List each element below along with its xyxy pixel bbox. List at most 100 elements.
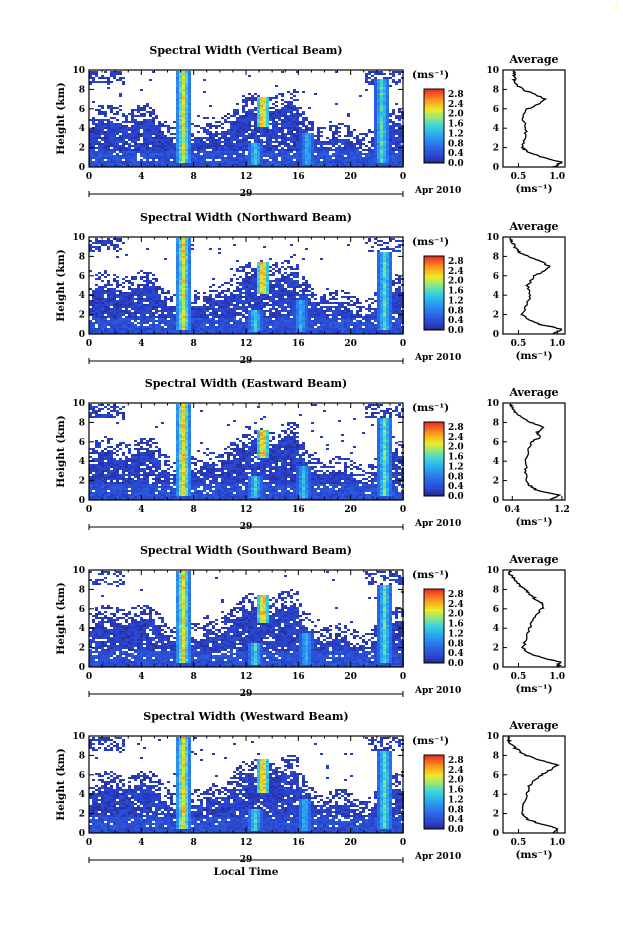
heatmap-cell: [182, 258, 185, 260]
heatmap-cell: [281, 141, 284, 143]
heatmap-cell: [218, 143, 221, 145]
heatmap-cell: [284, 123, 287, 125]
heatmap-cell: [110, 308, 113, 310]
heatmap-cell: [104, 286, 107, 288]
heatmap-cell: [164, 322, 167, 324]
heatmap-cell: [275, 286, 278, 288]
heatmap-cell: [341, 161, 344, 163]
heatmap-cell: [179, 141, 182, 143]
heatmap-cell: [323, 322, 326, 324]
heatmap-cell: [374, 161, 377, 163]
heatmap-cell: [356, 149, 359, 151]
heatmap-cell: [272, 332, 275, 334]
heatmap-cell: [155, 288, 158, 290]
heatmap-cell: [131, 153, 134, 155]
heatmap-cell: [176, 123, 179, 125]
heatmap-cell: [200, 324, 203, 326]
heatmap-cell: [92, 310, 95, 312]
heatmap-cell: [101, 298, 104, 300]
heatmap-cell: [335, 157, 338, 159]
heatmap-cell: [146, 316, 149, 318]
heatmap-cell: [308, 159, 311, 161]
heatmap-cell: [95, 151, 98, 153]
heatmap-cell: [146, 292, 149, 294]
heatmap-cell: [275, 139, 278, 141]
heatmap-cell: [299, 115, 302, 117]
heatmap-cell: [182, 99, 185, 101]
heatmap-cell: [266, 163, 269, 165]
heatmap-cell: [176, 288, 179, 290]
heatmap-cell: [182, 145, 185, 147]
heatmap-cell: [185, 91, 188, 93]
heatmap-cell: [251, 292, 254, 294]
heatmap-cell: [161, 147, 164, 149]
heatmap-cell: [269, 151, 272, 153]
heatmap-cell: [236, 147, 239, 149]
heatmap-cell: [341, 157, 344, 159]
heatmap-cell: [155, 141, 158, 143]
heatmap-cell: [89, 135, 92, 137]
heatmap-cell: [221, 131, 224, 133]
heatmap-cell: [302, 326, 305, 328]
heatmap-cell: [101, 290, 104, 292]
heatmap-cell: [110, 123, 113, 125]
heatmap-cell: [302, 310, 305, 312]
heatmap-cell: [395, 71, 398, 73]
heatmap-cell: [161, 161, 164, 163]
heatmap-cell: [149, 294, 152, 296]
heatmap-cell: [275, 109, 278, 111]
heatmap-cell: [377, 163, 380, 165]
heatmap-cell: [233, 149, 236, 151]
heatmap-cell: [374, 111, 377, 113]
heatmap-cell: [239, 312, 242, 314]
heatmap-cell: [119, 125, 122, 127]
heatmap-cell: [272, 294, 275, 296]
heatmap-cell: [257, 97, 260, 99]
heatmap-cell: [101, 157, 104, 159]
heatmap-cell: [215, 133, 218, 135]
heatmap-cell: [290, 310, 293, 312]
heatmap-cell: [338, 123, 341, 125]
heatmap-cell: [122, 163, 125, 165]
heatmap-cell: [248, 125, 251, 127]
heatmap-cell: [155, 294, 158, 296]
heatmap-cell: [152, 288, 155, 290]
heatmap-cell: [287, 274, 290, 276]
heatmap-cell: [164, 300, 167, 302]
heatmap-cell: [215, 161, 218, 163]
heatmap-cell: [251, 137, 254, 139]
heatmap-cell: [242, 310, 245, 312]
heatmap-cell: [185, 288, 188, 290]
heatmap-cell: [122, 161, 125, 163]
heatmap-cell: [179, 83, 182, 85]
heatmap-cell: [98, 248, 101, 250]
heatmap-cell: [311, 312, 314, 314]
heatmap-cell: [143, 129, 146, 131]
heatmap-cell: [146, 332, 149, 334]
heatmap-cell: [374, 139, 377, 141]
heatmap-cell: [365, 161, 368, 163]
heatmap-cell: [164, 161, 167, 163]
heatmap-cell: [176, 318, 179, 320]
heatmap-cell: [92, 71, 95, 73]
heatmap-cell: [152, 332, 155, 334]
heatmap-cell: [116, 250, 119, 252]
heatmap-cell: [89, 157, 92, 159]
heatmap-cell: [383, 137, 386, 139]
y-tick-label: 6: [79, 105, 85, 115]
heatmap-cell: [140, 147, 143, 149]
heatmap-cell: [104, 326, 107, 328]
heatmap-cell: [101, 151, 104, 153]
heatmap-cell: [176, 316, 179, 318]
heatmap-cell: [266, 302, 269, 304]
heatmap-cell: [311, 125, 314, 127]
heatmap-cell: [149, 316, 152, 318]
heatmap-cell: [110, 73, 113, 75]
heatmap-cell: [221, 137, 224, 139]
heatmap-cell: [176, 129, 179, 131]
heatmap-cell: [182, 115, 185, 117]
heatmap-cell: [98, 328, 101, 330]
heatmap-cell: [377, 143, 380, 145]
heatmap-cell: [146, 141, 149, 143]
heatmap-cell: [302, 143, 305, 145]
